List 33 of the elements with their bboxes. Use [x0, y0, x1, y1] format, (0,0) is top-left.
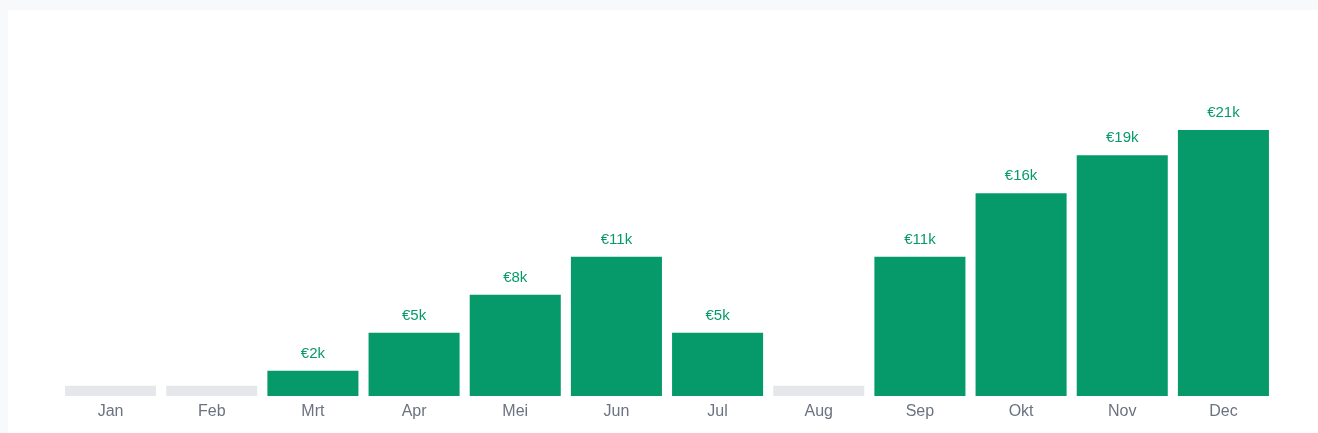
bar [368, 332, 460, 396]
data-label: €8k [503, 267, 528, 285]
x-tick-label: Jan [97, 401, 124, 419]
x-tick-label: Jun [603, 401, 630, 419]
bar [570, 256, 662, 396]
bar [1076, 155, 1168, 396]
x-tick-label: Nov [1108, 401, 1137, 419]
bar [672, 332, 764, 396]
x-tick-label: Mei [502, 401, 529, 419]
x-tick-label: Sep [905, 401, 935, 419]
bar [1177, 130, 1269, 396]
x-tick-label: Mrt [301, 401, 326, 419]
bar [975, 193, 1067, 396]
bar [267, 370, 359, 396]
bar [469, 294, 561, 396]
data-label: €16k [1004, 166, 1038, 184]
data-label: €11k [600, 229, 633, 247]
x-tick-label: Dec [1209, 401, 1238, 419]
x-tick-label: Jul [707, 401, 728, 419]
data-label: €5k [705, 305, 731, 323]
data-label: €5k [401, 305, 427, 323]
data-label: €21k [1207, 103, 1241, 120]
x-tick-label: Feb [197, 401, 226, 419]
bar [65, 385, 157, 396]
data-label: €19k [1105, 128, 1140, 146]
bar [166, 385, 258, 396]
x-tick-label: Aug [804, 401, 833, 419]
data-label: €11k [904, 229, 937, 247]
bar [773, 385, 865, 396]
bar [874, 256, 966, 396]
x-tick-label: Apr [401, 401, 428, 419]
data-label: €2k [300, 343, 326, 361]
x-tick-label: Okt [1008, 401, 1035, 419]
